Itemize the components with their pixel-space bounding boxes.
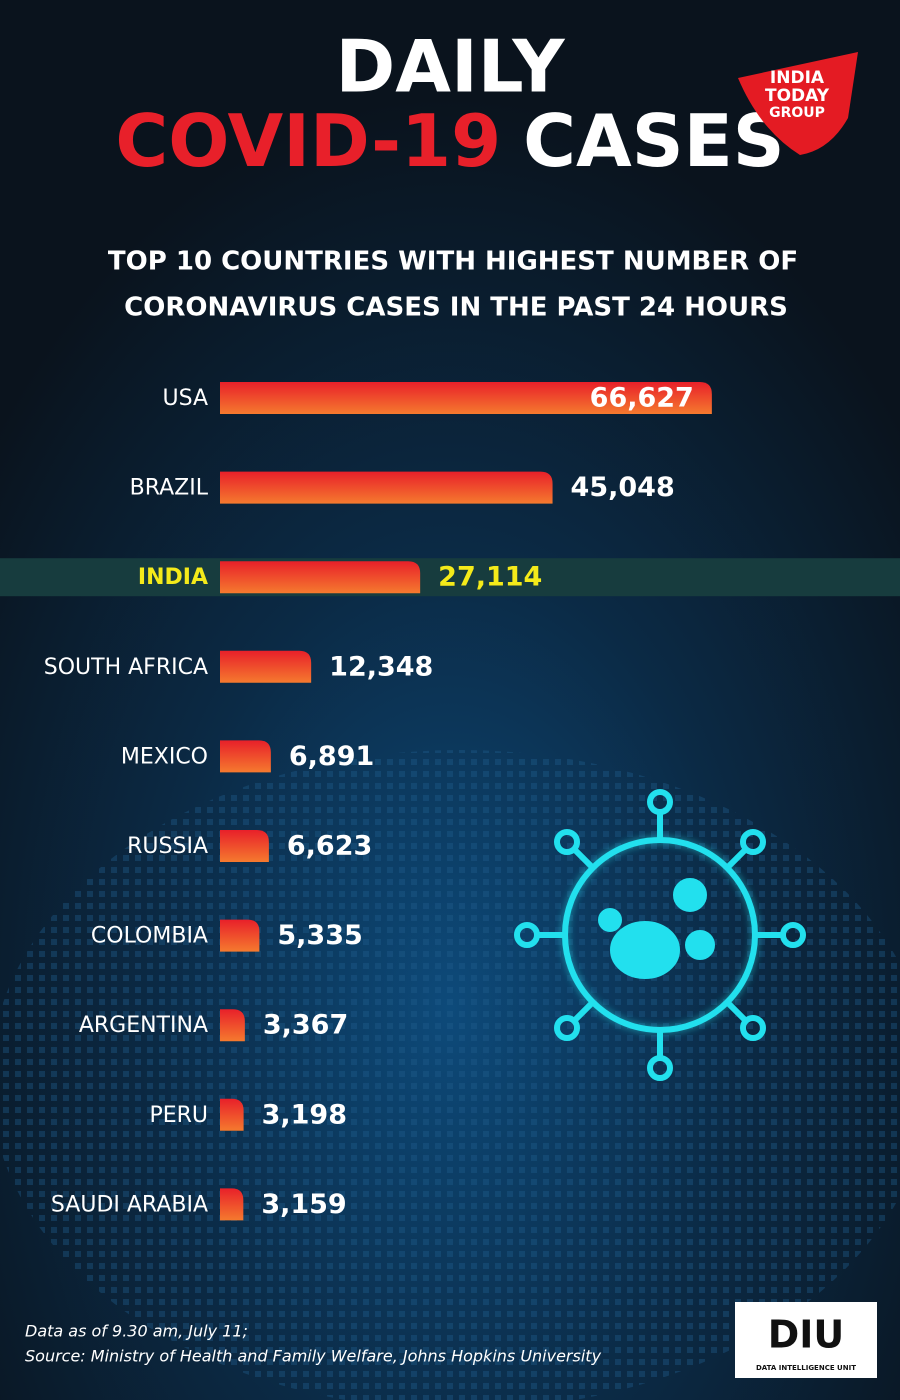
- category-label: RUSSIA: [127, 834, 208, 859]
- brand-logo: INDIA TODAY GROUP: [738, 52, 858, 155]
- bar: [220, 740, 271, 773]
- value-label: 27,114: [438, 562, 542, 593]
- category-label: PERU: [149, 1103, 208, 1128]
- badge-name: DIU: [768, 1313, 845, 1357]
- category-label: USA: [162, 386, 208, 411]
- source: Source: Ministry of Health and Family We…: [25, 1347, 602, 1366]
- category-label: BRAZIL: [130, 476, 209, 501]
- value-label: 3,159: [261, 1189, 346, 1220]
- title-line: DAILY: [335, 25, 565, 109]
- bar: [220, 650, 312, 683]
- category-label: ARGENTINA: [79, 1013, 208, 1038]
- value-label: 6,891: [289, 741, 374, 772]
- logo-text: TODAY: [765, 86, 830, 106]
- value-label: 3,198: [262, 1099, 347, 1130]
- category-label: INDIA: [138, 565, 208, 590]
- category-label: SOUTH AFRICA: [44, 655, 208, 680]
- virus-icon: [514, 789, 806, 1081]
- value-label: 12,348: [329, 651, 433, 682]
- bar-chart: USA 66,627 BRAZIL 45,048 INDIA 27,114 SOUTH AF…: [0, 382, 900, 1221]
- subtitle: CORONAVIRUS CASES IN THE PAST 24 HOURS: [124, 293, 788, 323]
- value-label: 45,048: [571, 472, 675, 503]
- bar: [220, 1188, 244, 1221]
- title-line: COVID-19 CASES: [115, 99, 784, 183]
- bar: [220, 1009, 245, 1042]
- title-highlight: COVID-19: [115, 99, 501, 183]
- bar: [220, 471, 553, 504]
- world-map: [0, 750, 900, 1400]
- category-label: SAUDI ARABIA: [51, 1192, 208, 1217]
- value-label: 5,335: [277, 920, 362, 951]
- diu-badge: DIU DATA INTELLIGENCE UNIT: [735, 1302, 877, 1378]
- value-label: 66,627: [590, 383, 694, 414]
- bar: [220, 830, 269, 862]
- note: Data as of 9.30 am, July 11;: [25, 1322, 248, 1341]
- logo-text: INDIA: [770, 68, 825, 88]
- bar: [220, 919, 260, 952]
- title-word: CASES: [523, 99, 784, 183]
- bar: [220, 382, 712, 414]
- bar: [220, 561, 421, 594]
- logo-text: GROUP: [769, 105, 825, 121]
- badge-caption: DATA INTELLIGENCE UNIT: [756, 1364, 856, 1372]
- value-label: 6,623: [287, 831, 372, 862]
- subtitle: TOP 10 COUNTRIES WITH HIGHEST NUMBER OF: [108, 247, 798, 277]
- bar: [220, 1098, 244, 1131]
- value-label: 3,367: [263, 1010, 348, 1041]
- highlight-band: [0, 558, 900, 597]
- category-label: COLOMBIA: [91, 924, 208, 949]
- category-label: MEXICO: [121, 744, 208, 769]
